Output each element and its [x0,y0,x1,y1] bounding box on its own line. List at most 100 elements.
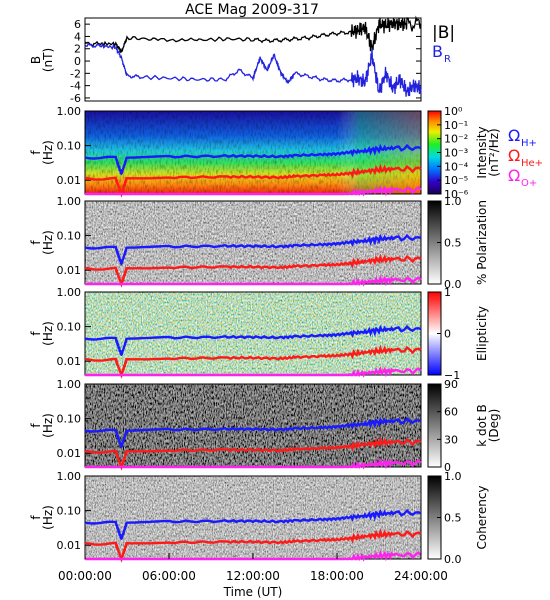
colorbar-tick-label: 10⁻⁵ [444,174,468,187]
colorbar-label: Coherency [475,485,489,549]
gyro-line-oplus [85,457,422,470]
time-tick-label: 18:00:00 [310,569,364,583]
freq-ylabel-unit: (Hz) [41,505,55,530]
colorbar-tick-label: 10⁻¹ [444,119,468,132]
field-y-tick-label: 6 [74,18,81,31]
time-tick-label: 12:00:00 [226,569,280,583]
field-ylabel-b: B [29,56,43,64]
legend-omega-o: Ω [508,166,520,185]
colorbar-tick-label: 1.0 [444,195,462,208]
figure-title: ACE Mag 2009-317 [185,2,319,18]
colorbar-tick-label: 0.0 [444,553,462,566]
colorbar-tick-label: 30 [444,433,458,446]
gyro-line-oplus [85,184,422,197]
freq-tick-label: 0.10 [57,321,82,334]
intensity-image-late [85,111,421,194]
colorbar-tick-label: 0 [444,328,451,341]
coherency-image [85,476,421,559]
freq-tick-label: 0.10 [57,505,82,518]
field-series [84,15,422,97]
colorbar-tick-label: 60 [444,406,458,419]
freq-ylabel-unit: (Hz) [41,230,55,255]
colorbar-tick-label: 10⁻⁶ [444,188,469,201]
gyro-line-heplus [84,344,422,379]
colorbar-tick-label: 10⁻⁴ [444,160,469,173]
freq-tick-label: 0.01 [57,447,82,460]
series-line-bmag [84,15,422,54]
freq-tick-label: 0.01 [57,355,82,368]
freq-tick-label: 1.00 [57,470,82,483]
field-y-tick-label: -6 [70,92,81,105]
gyro-line-hplus [84,324,422,357]
legend-omega-o-sub: O+ [521,178,537,189]
legend-omega-h-sub: H+ [521,138,537,149]
freq-tick-label: 1.00 [57,378,82,391]
kdotb-panel [84,383,422,468]
freq-tick-label: 0.01 [57,539,82,552]
field-y-tick-label: 4 [74,30,81,43]
colorbar-tick-label: 0.5 [444,237,462,250]
gyro-legend: Ω H+ Ω He+ Ω O+ [508,126,543,189]
intensity-panel [84,110,422,195]
freq-ylabel: f [29,423,43,428]
field-y-tick-label: -2 [70,67,81,80]
colorbar-tick-label: 0.5 [444,512,462,525]
colorbar-tick-label: 10⁰ [444,105,463,118]
colorbar-tick-label: 0 [444,461,451,474]
gyro-line-heplus [84,163,422,198]
field-ylabel-unit: (nT) [41,48,55,72]
gyro-line-hplus [84,416,422,449]
time-tick-label: 00:00:00 [58,569,112,583]
gyro-line-hplus [84,233,422,266]
freq-ylabel-unit: (Hz) [41,413,55,438]
freq-tick-label: 1.00 [57,195,82,208]
field-y-tick-label: 0 [74,55,81,68]
ellipticity-panel [84,291,422,376]
colorbar-tick-label: 0.0 [444,278,462,291]
freq-ylabel: f [29,331,43,336]
freq-tick-label: 0.01 [57,264,82,277]
gyro-line-hplus [84,143,422,176]
gyro-line-oplus [85,365,422,378]
colorbar-label: Ellipticity [475,306,489,361]
field-y-tick-label: -4 [70,80,81,93]
freq-ylabel-unit: (Hz) [41,321,55,346]
field-y-tick-label: 2 [74,43,81,56]
legend-omega-h: Ω [508,126,520,145]
colorbar-tick-label: 1 [444,286,451,299]
colorbar-label: (Deg) [487,409,501,443]
freq-tick-label: 1.00 [57,105,82,118]
polarization-image [85,201,421,284]
x-axis-label: Time (UT) [223,585,283,599]
freq-ylabel: f [29,150,43,155]
kdotb-image [85,384,421,467]
colorbar-label: (nT²/Hz) [487,128,501,176]
time-tick-label: 06:00:00 [142,569,196,583]
colorbar [427,383,442,468]
gyro-line-heplus [84,528,422,563]
series-line-br [84,42,422,97]
spectrogram-axes: 1.000.100.01f(Hz)1.000.100.01f(Hz)1.000.… [29,105,91,552]
time-axis: 00:00:00 06:00:00 12:00:00 18:00:00 24:00:00 [58,553,448,583]
legend-omega-he: Ω [508,146,520,165]
freq-tick-label: 0.10 [57,140,82,153]
ellipticity-image [85,292,421,375]
colorbar-tick-label: 1.0 [444,470,462,483]
legend-omega-he-sub: He+ [521,158,543,169]
freq-tick-label: 0.10 [57,230,82,243]
freq-tick-label: 0.10 [57,413,82,426]
colorbar-label: Intensity [475,126,489,178]
freq-tick-label: 1.00 [57,286,82,299]
legend-br-sub: R [444,54,451,65]
colorbar-tick-label: 90 [444,378,458,391]
freq-tick-label: 0.01 [57,174,82,187]
colorbar-tick-label: 10⁻³ [444,147,468,160]
time-tick-label: 24:00:00 [394,569,448,583]
gyro-line-oplus [85,549,422,562]
legend-br: B [432,42,443,61]
colorbar-label: % Polarization [475,200,489,285]
